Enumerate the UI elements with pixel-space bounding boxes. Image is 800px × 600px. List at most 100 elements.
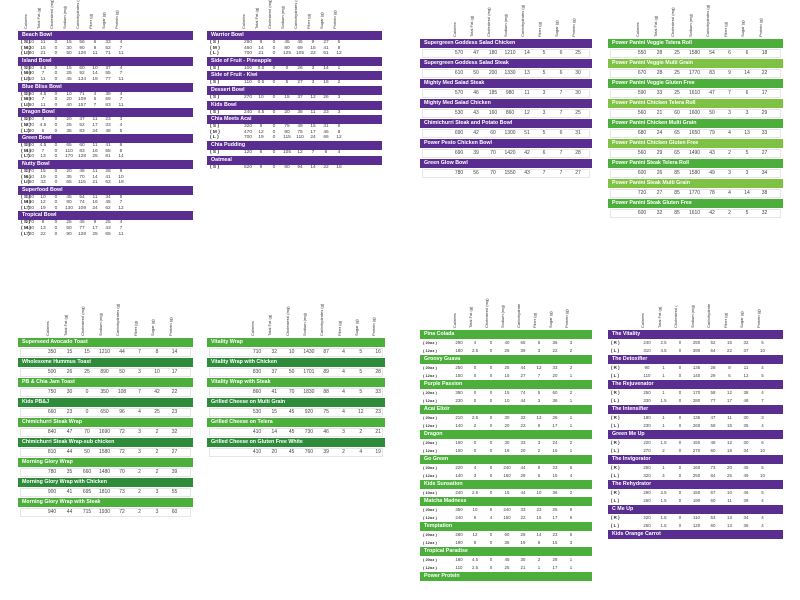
nutrition-value: 60: [490, 130, 496, 136]
nutrition-value: 410: [25, 40, 35, 45]
nutrition-value: 17: [552, 423, 558, 428]
menu-item-title: Power Panini Veggie Gluten Free: [608, 79, 783, 88]
nutrition-value: 250: [643, 498, 651, 503]
menu-item-title: Grilled Cheese on Multi Grain: [207, 398, 385, 407]
menu-item-section: Side of Fruit - Pineapple( S ) 100 0.0 0 0 26…: [207, 56, 382, 72]
nutrition-value: 96: [119, 409, 125, 415]
column-label: Cholesterol (mg): [284, 306, 290, 336]
menu-item-section: Vitality Wrap with Steak 860 41 70 1830 88 4 5 3…: [207, 378, 385, 398]
nutrition-value: 45: [743, 465, 749, 470]
nutrition-value: 2: [569, 390, 573, 395]
nutrition-value: 1701: [303, 369, 315, 375]
nutrition-value: 5: [542, 50, 546, 56]
menu-item-title: Morning Glory Wrap with Chicken: [18, 478, 193, 487]
nutrition-value: 39: [520, 348, 526, 353]
menu-item-title: Mighty Med Salad Chicken: [420, 99, 592, 108]
menu-item-title: Temptation: [420, 522, 592, 531]
nutrition-value: 14: [171, 349, 178, 355]
nutrition-value: 60: [79, 143, 85, 149]
nutrition-value: 290: [455, 340, 463, 345]
nutrition-value: 715: [82, 509, 92, 515]
nutrition-value: 27: [761, 150, 768, 156]
nutrition-value: 250: [692, 340, 701, 345]
nutrition-value: 1.5: [660, 515, 667, 520]
nutrition-value: 1650: [688, 130, 701, 136]
nutrition-value: 10: [258, 94, 264, 100]
nutrition-value: 0: [473, 390, 477, 395]
nutrition-value: 19: [375, 449, 381, 455]
nutrition-value: 44: [66, 449, 73, 455]
nutrition-value: 17: [92, 122, 98, 128]
nutrition-row: ( M ) 510 19 0 35 70 14 41 10: [18, 175, 193, 181]
menu-item-section: Side of Fruit - Kiwi( S ) 110 0.5 0 5 27 3 16 2: [207, 71, 382, 86]
nutrition-value: 25: [92, 231, 98, 237]
column-label: Carbohydrates (g): [293, 0, 298, 29]
nutrition-value: 33: [375, 389, 381, 395]
nutrition-value: 1770: [688, 70, 701, 76]
nutrition-value: 4.5: [39, 143, 47, 149]
row-box: [20, 348, 191, 357]
nutrition-value: 940: [47, 509, 57, 515]
nutrition-row: 780 35 660 1480 70 2 2 39: [18, 467, 193, 478]
nutrition-value: 560: [637, 150, 647, 156]
menu-item-title: Vitality Wrap: [207, 338, 385, 347]
nutrition-row: ( 12oz ) 230 0 0 10 44 3 36 1: [420, 397, 592, 405]
nutrition-value: 1210: [98, 349, 111, 355]
nutrition-value: 900: [47, 489, 57, 495]
nutrition-value: 11: [118, 231, 124, 237]
nutrition-value: 3: [311, 80, 315, 86]
nutrition-row: ( L ) 110 1 0 140 29 6 12 5: [608, 372, 783, 380]
nutrition-value: 22: [520, 423, 526, 428]
menu-item-section: Pina Colada( 20oz ) 290 4 0 40 65 6 36 3( 12oz )…: [420, 330, 592, 355]
nutrition-value: 4: [761, 515, 764, 520]
nutrition-value: 60: [504, 532, 510, 537]
nutrition-value: 1480: [98, 469, 111, 475]
nutrition-value: 6: [761, 440, 764, 445]
nutrition-value: 22: [323, 164, 329, 170]
nutrition-value: 6: [537, 340, 541, 345]
nutrition-value: 330: [643, 398, 651, 403]
nutrition-value: 31: [575, 130, 581, 136]
nutrition-value: 2: [569, 348, 573, 353]
nutrition-value: 9: [311, 40, 315, 45]
nutrition-value: 55: [105, 71, 111, 77]
column-label: Cholesterol (mg): [80, 306, 85, 336]
nutrition-value: 70: [79, 174, 85, 180]
menu-item-title: Power Panini Veggie Telera Roll: [608, 39, 783, 48]
nutrition-value: 11: [40, 40, 46, 45]
nutrition-value: 0: [272, 94, 276, 100]
column-header: Calories Total Fat (g) Cholesterol (mg) Sod…: [420, 5, 592, 39]
nutrition-value: 0: [54, 102, 58, 108]
column-label: Protein (g): [167, 317, 173, 336]
nutrition-value: 470: [243, 129, 253, 135]
nutrition-value: 45: [288, 449, 295, 455]
nutrition-value: 11: [727, 415, 732, 420]
menu-item-section: Grilled Cheese on Gluten Free White 410 20…: [207, 438, 385, 458]
menu-item-title: Pina Colada: [420, 330, 592, 339]
nutrition-value: 12: [336, 51, 342, 57]
nutrition-value: 0: [272, 65, 276, 71]
size-label: ( M ): [21, 226, 31, 232]
nutrition-value: 1: [569, 415, 573, 420]
nutrition-value: 8: [119, 148, 123, 154]
nutrition-value: 15: [727, 340, 732, 345]
column-label: Sodium (mg): [301, 313, 307, 336]
nutrition-value: 0: [272, 124, 276, 130]
nutrition-row: ( R ) 220 1.5 0 150 48 12 30 6: [608, 439, 783, 447]
row-box: [20, 448, 191, 457]
nutrition-value: 55: [171, 489, 178, 495]
size-label: ( M ): [210, 129, 220, 135]
nutrition-value: 2: [342, 449, 345, 455]
nutrition-value: 39: [171, 469, 178, 475]
row-box: [20, 368, 191, 377]
nutrition-value: 45: [79, 220, 85, 226]
nutrition-value: 10: [472, 507, 478, 512]
nutrition-value: 21: [375, 429, 381, 435]
nutrition-value: 0.5: [257, 80, 265, 86]
nutrition-value: 0: [54, 220, 58, 226]
nutrition-row: 410 14 45 730 46 3 2 21: [207, 427, 385, 438]
menu-item-title: Power Panini Steak Telera Roll: [608, 159, 783, 168]
nutrition-value: 3: [537, 440, 541, 445]
nutrition-value: 15: [310, 124, 316, 130]
menu-item-title: The Rejuvenator: [608, 380, 783, 389]
